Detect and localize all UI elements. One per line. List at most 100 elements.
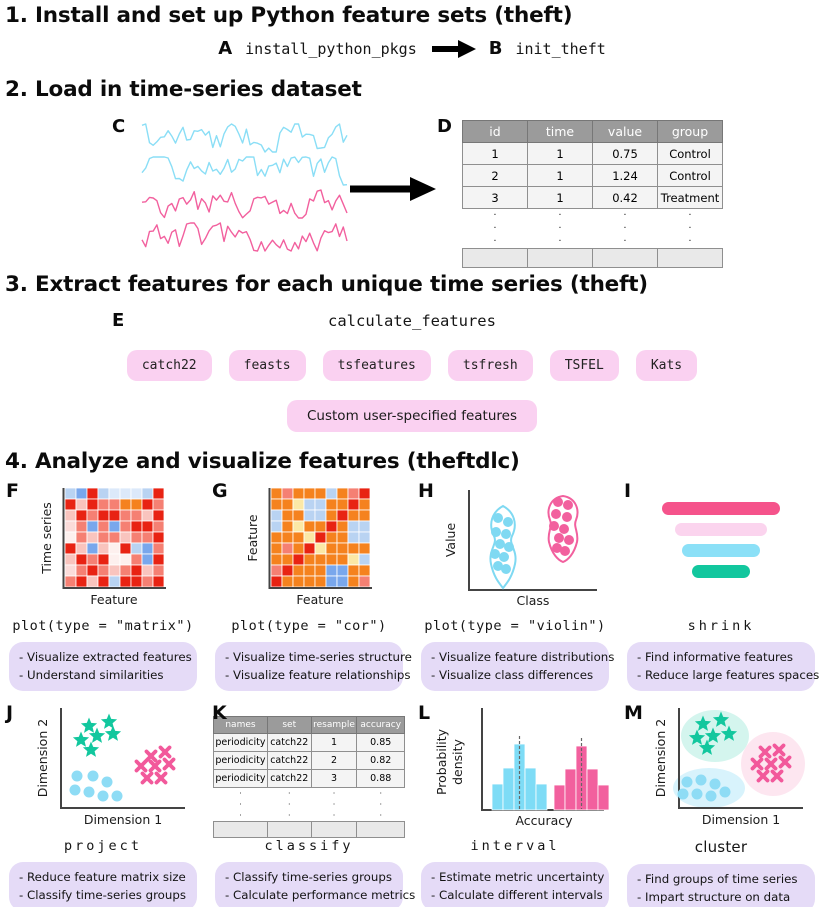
panel-b-label: B — [488, 38, 503, 59]
panel-e-label: E — [112, 310, 125, 331]
panel-k: K names set resample accuracy periodicity cat… — [206, 700, 415, 907]
column-header: id — [462, 120, 528, 143]
panel-g-label: G — [212, 480, 228, 502]
table-row: periodicity catch22 2 0.82 — [213, 751, 405, 770]
svg-text:Feature: Feature — [245, 514, 260, 562]
panel-i-label: I — [624, 480, 632, 502]
column-header: names — [213, 716, 268, 734]
panel-f-caption: plot(type = "matrix") — [12, 618, 194, 634]
feature-set-chip: catch22 — [126, 350, 212, 381]
column-header: resample — [310, 716, 358, 734]
panel-g-caption: plot(type = "cor") — [231, 618, 387, 634]
panel-m-caption: cluster — [694, 838, 748, 856]
feature-set-chip: TSFEL — [549, 350, 619, 381]
svg-text:Dimension 1: Dimension 1 — [84, 812, 162, 827]
panel-l-caption: interval — [470, 838, 560, 854]
svg-text:Feature: Feature — [90, 592, 138, 607]
panel-l-description: - Estimate metric uncertainty - Calculat… — [421, 862, 609, 907]
column-header: value — [592, 120, 658, 143]
feature-set-chip: tsfeatures — [322, 350, 431, 381]
funnel-bar — [675, 523, 767, 536]
dataset-table: id time value group 1 1 0.75 Control 2 1 1.24 Contr… — [462, 120, 723, 268]
funnel-bar — [682, 544, 760, 557]
ellipsis-row: · · · · — [213, 810, 405, 822]
section3-heading: 3. Extract features for each unique time… — [5, 272, 648, 297]
shrink-funnel-bars — [631, 484, 811, 616]
arrow-right-icon — [431, 39, 476, 58]
panel-k-description: - Classify time-series groups - Calculat… — [215, 862, 415, 907]
panel-m: M Dimension 2 Dimension 1 cluster - Find … — [618, 700, 824, 907]
feature-set-chip: tsfresh — [447, 350, 533, 381]
svg-text:Dimension 2: Dimension 2 — [35, 719, 50, 797]
panel-f-label: F — [6, 480, 19, 502]
panel-k-caption: classify — [264, 838, 354, 854]
timeseries-plot — [141, 123, 348, 252]
panel-j-description: - Reduce feature matrix size - Classify … — [9, 862, 197, 907]
panel-h-label: H — [418, 480, 434, 502]
column-header: group — [657, 120, 723, 143]
panel-j-caption: project — [64, 838, 142, 854]
panel-m-label: M — [624, 702, 643, 724]
funnel-bar — [692, 565, 750, 578]
empty-row — [462, 248, 723, 268]
panel-j: J Dimension 2 Dimension 1 project - Reduc… — [0, 700, 206, 907]
table-row: periodicity catch22 1 0.85 — [213, 733, 405, 752]
install-python-pkgs-function: install_python_pkgs — [245, 39, 417, 58]
panel-h-description: - Visualize feature distributions - Visu… — [421, 642, 614, 692]
section4-heading: 4. Analyze and visualize features (theft… — [5, 449, 520, 474]
ellipsis-row: · · · · — [462, 222, 723, 235]
funnel-bar — [662, 502, 780, 515]
svg-text:Feature: Feature — [296, 592, 344, 607]
feature-set-chip: Kats — [635, 350, 698, 381]
classification-results-table: names set resample accuracy periodicity catch… — [213, 704, 405, 838]
table-row: 1 1 0.75 Control — [462, 142, 723, 165]
column-header: accuracy — [356, 716, 405, 734]
ellipsis-row: · · · · — [462, 235, 723, 249]
panel-a-label: A — [218, 38, 233, 59]
svg-text:Class: Class — [517, 593, 550, 608]
feature-set-chip: feasts — [228, 350, 306, 381]
violin-plot: Value Class — [443, 490, 597, 608]
projection-scatter-plot: Dimension 2 Dimension 1 — [35, 708, 185, 827]
panel-j-label: J — [6, 702, 14, 724]
panel-f: F Time series Feature plot(type = "matrix… — [0, 478, 206, 692]
table-row: 2 1 1.24 Control — [462, 164, 723, 187]
panel-i-caption: shrink — [687, 618, 755, 634]
section2-heading: 2. Load in time-series dataset — [5, 77, 362, 102]
panel-g: G Feature Feature plot(type = "cor") - Vi… — [206, 478, 412, 692]
custom-features-chip: Custom user-specified features — [287, 400, 537, 432]
calculate-features-function: calculate_features — [328, 312, 496, 330]
panel-d-label: D — [437, 116, 452, 137]
svg-text:Dimension 1: Dimension 1 — [702, 812, 780, 827]
panel-g-description: - Visualize time-series structure - Visu… — [215, 642, 412, 692]
feature-matrix-heatmap: Time series Feature — [39, 487, 166, 607]
svg-text:Value: Value — [443, 523, 458, 558]
svg-text:density: density — [450, 738, 465, 784]
panel-f-description: - Visualize extracted features - Underst… — [9, 642, 197, 692]
install-init-row: A install_python_pkgs B init_theft — [0, 38, 824, 59]
svg-text:Time series: Time series — [39, 502, 54, 575]
panel-i-description: - Find informative features - Reduce lar… — [627, 642, 819, 692]
column-header: set — [266, 716, 312, 734]
svg-text:Probability: Probability — [434, 728, 449, 795]
arrow-right-icon — [350, 177, 436, 201]
panel-l: L Probability density Accuracy interval - … — [412, 700, 618, 907]
svg-text:Dimension 2: Dimension 2 — [653, 719, 668, 797]
panel-h-caption: plot(type = "violin") — [424, 618, 606, 634]
panel-c-label: C — [112, 116, 126, 137]
init-theft-function: init_theft — [515, 39, 606, 58]
feature-set-row: catch22 feasts tsfeatures tsfresh TSFEL Kats — [0, 350, 824, 381]
ellipsis-row: · · · · — [462, 208, 723, 222]
ellipsis-row: · · · · — [213, 787, 405, 799]
interval-histogram: Probability density Accuracy — [434, 708, 610, 828]
panel-h: H Value Class plot(type = "violin") - Vis… — [412, 478, 618, 692]
cluster-scatter-plot: Dimension 2 Dimension 1 — [653, 708, 805, 827]
ellipsis-row: · · · · — [213, 799, 405, 810]
panel-m-description: - Find groups of time series - Impart st… — [627, 864, 815, 907]
column-header: time — [527, 120, 593, 143]
svg-text:Accuracy: Accuracy — [515, 813, 573, 828]
section1-heading: 1. Install and set up Python feature set… — [5, 3, 573, 28]
table-row: periodicity catch22 3 0.88 — [213, 769, 405, 788]
panel-i: I shrink - Find informative features - R… — [618, 478, 824, 692]
